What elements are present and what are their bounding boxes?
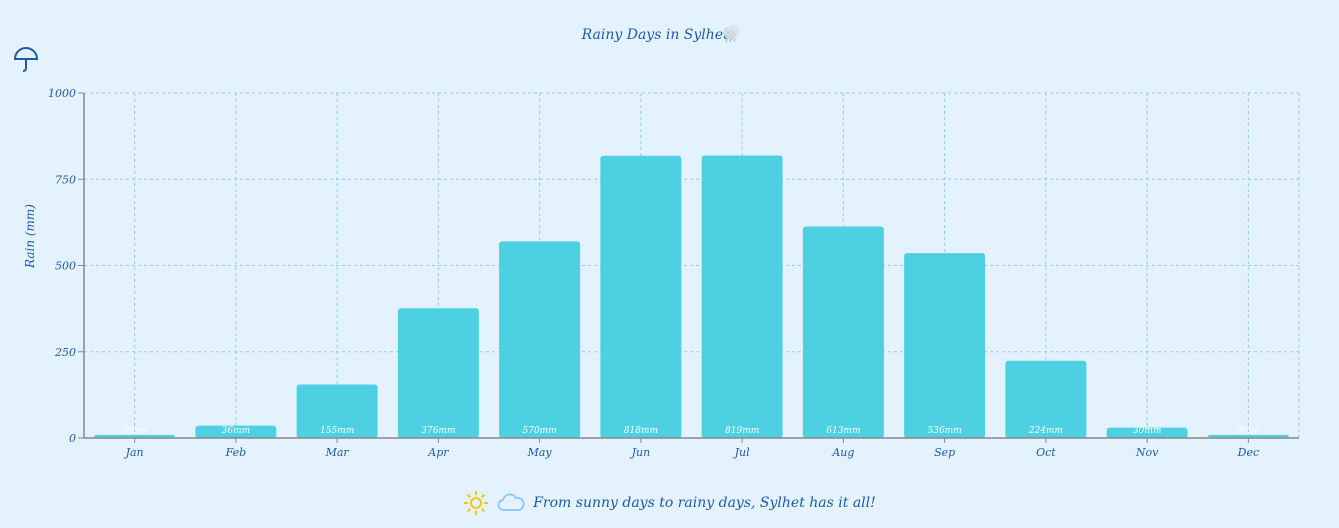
bars	[94, 155, 1289, 439]
x-tick-label: Apr	[427, 446, 449, 459]
bar-value-label: 36mm	[222, 426, 251, 436]
bar-jun	[600, 155, 682, 439]
sun-icon	[464, 491, 489, 515]
bar-value-label: 30mm	[1133, 426, 1162, 436]
x-tick-label: Nov	[1135, 446, 1159, 459]
y-tick-label: 250	[54, 346, 76, 359]
x-tick-label: Mar	[325, 446, 350, 459]
bar-value-label: 536mm	[928, 426, 962, 436]
bar-aug	[802, 226, 884, 438]
x-tick-label: Oct	[1036, 446, 1056, 459]
bar-sep	[904, 253, 986, 438]
y-tick-label: 500	[55, 260, 76, 273]
y-tick-label: 750	[55, 173, 76, 186]
bar-jul	[701, 155, 783, 438]
labels: 0 250 500 750 1000 9mm Jan 36mm Feb 155mm Mar 376mm…	[48, 87, 1260, 459]
x-tick-label: Sep	[934, 446, 955, 459]
bar-value-label: 376mm	[421, 426, 455, 436]
footer: From sunny days to rainy days, Sylhet ha…	[0, 488, 1339, 518]
y-tick-label: 1000	[48, 87, 76, 100]
x-tick-label: Dec	[1237, 446, 1260, 459]
bar-value-label: 155mm	[320, 426, 354, 436]
umbrella-icon	[13, 47, 39, 72]
cloud-icon	[497, 493, 525, 511]
y-tick-label: 0	[69, 432, 76, 445]
bar-value-label: 570mm	[523, 426, 557, 436]
x-tick-label: Aug	[831, 446, 854, 459]
bar-value-label: 9mm	[123, 426, 146, 436]
bar-mar	[296, 384, 378, 438]
x-tick-label: Jun	[630, 446, 651, 459]
x-tick-label: Jul	[733, 446, 750, 459]
x-tick-label: Jan	[124, 446, 144, 459]
axes	[78, 92, 1299, 443]
rain-cloud-icon	[723, 25, 740, 43]
bar-value-label: 613mm	[826, 426, 860, 436]
x-tick-label: Feb	[225, 446, 247, 459]
x-tick-label: May	[527, 446, 553, 459]
bar-jan	[94, 434, 176, 438]
bar-oct	[1005, 360, 1087, 438]
bar-apr	[397, 308, 479, 438]
y-axis-label: Rain (mm)	[23, 204, 37, 269]
chart-title: Rainy Days in Sylhet!	[581, 27, 735, 43]
bar-feb	[195, 425, 277, 438]
bar-value-label: 224mm	[1028, 426, 1063, 436]
bar-nov	[1106, 427, 1188, 438]
bar-dec	[1207, 434, 1289, 438]
bar-value-label: 819mm	[725, 426, 759, 436]
bar-value-label: 818mm	[624, 426, 658, 436]
bar-may	[499, 241, 581, 438]
grid	[84, 92, 1300, 438]
bar-value-label: 9mm	[1237, 426, 1260, 436]
footer-text: From sunny days to rainy days, Sylhet ha…	[533, 495, 876, 511]
